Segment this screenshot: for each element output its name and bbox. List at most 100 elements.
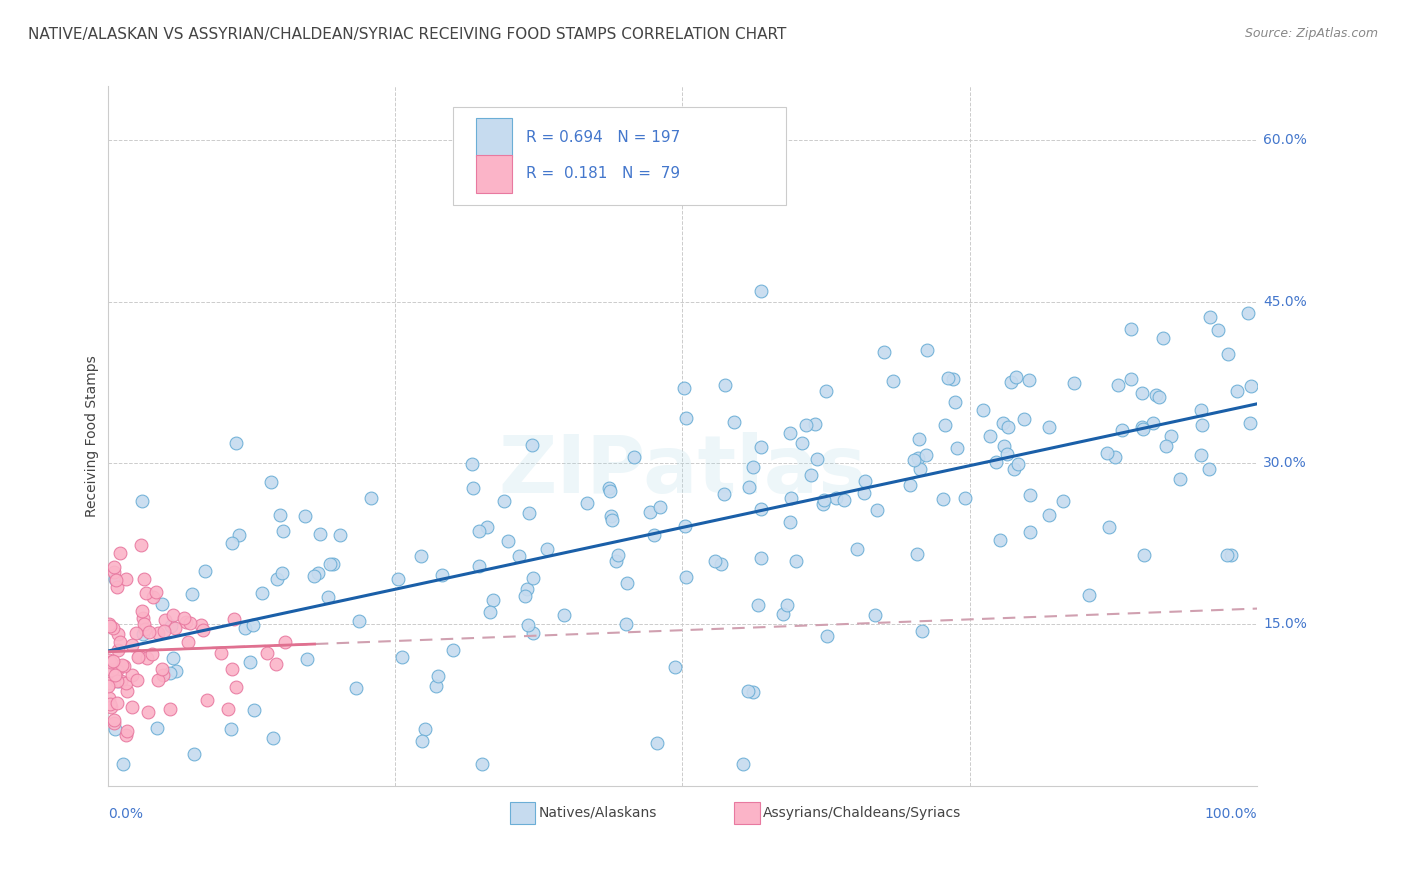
- Point: [872, 345, 894, 359]
- Point: [191, 623, 214, 637]
- Point: [853, 474, 876, 488]
- Point: [599, 484, 621, 499]
- Point: [1007, 457, 1029, 471]
- Point: [1005, 369, 1028, 384]
- Point: [1237, 306, 1260, 320]
- Point: [269, 508, 291, 522]
- Point: [97, 679, 120, 693]
- Point: [1038, 508, 1060, 523]
- Point: [508, 549, 530, 564]
- Point: [1095, 446, 1118, 460]
- Point: [194, 565, 217, 579]
- Point: [1215, 548, 1237, 562]
- Point: [295, 652, 318, 666]
- Point: [98, 656, 121, 670]
- Point: [159, 666, 181, 681]
- Point: [181, 586, 204, 600]
- Point: [104, 572, 127, 586]
- Point: [225, 680, 247, 694]
- Point: [479, 605, 502, 619]
- Point: [112, 757, 135, 772]
- Point: [148, 673, 170, 687]
- Text: R = 0.694   N = 197: R = 0.694 N = 197: [526, 130, 681, 145]
- Point: [804, 417, 827, 431]
- Point: [150, 597, 173, 611]
- Point: [664, 659, 686, 673]
- Text: ZIPatlas: ZIPatlas: [498, 432, 866, 510]
- Point: [905, 547, 928, 561]
- Point: [1239, 416, 1261, 430]
- Point: [146, 721, 169, 735]
- Point: [127, 649, 149, 664]
- Point: [141, 647, 163, 661]
- Point: [219, 723, 242, 737]
- Point: [747, 598, 769, 612]
- Point: [1119, 322, 1142, 336]
- Point: [775, 599, 797, 613]
- Point: [347, 615, 370, 629]
- Point: [1154, 439, 1177, 453]
- Point: [266, 573, 288, 587]
- Point: [159, 702, 181, 716]
- Point: [138, 706, 160, 720]
- Point: [522, 625, 544, 640]
- Text: NATIVE/ALASKAN VS ASSYRIAN/CHALDEAN/SYRIAC RECEIVING FOOD STAMPS CORRELATION CHA: NATIVE/ALASKAN VS ASSYRIAN/CHALDEAN/SYRI…: [28, 27, 786, 42]
- Point: [749, 440, 772, 454]
- Point: [741, 685, 763, 699]
- Point: [115, 572, 138, 586]
- Point: [221, 536, 243, 550]
- Point: [107, 674, 129, 689]
- Point: [145, 584, 167, 599]
- Point: [308, 526, 330, 541]
- Point: [1130, 419, 1153, 434]
- Point: [882, 374, 904, 388]
- Point: [225, 436, 247, 450]
- Point: [779, 515, 801, 529]
- Point: [173, 611, 195, 625]
- Point: [1121, 372, 1143, 386]
- Point: [1018, 525, 1040, 540]
- Point: [1052, 494, 1074, 508]
- Point: [461, 481, 484, 495]
- Text: 60.0%: 60.0%: [1263, 133, 1308, 147]
- Point: [274, 635, 297, 649]
- Point: [242, 703, 264, 717]
- Point: [228, 528, 250, 542]
- Point: [142, 591, 165, 605]
- Point: [1240, 379, 1263, 393]
- Point: [105, 673, 128, 688]
- Point: [270, 566, 292, 580]
- Point: [607, 548, 630, 562]
- Point: [107, 627, 129, 641]
- Point: [242, 618, 264, 632]
- Point: [103, 716, 125, 731]
- Point: [714, 378, 737, 392]
- Point: [411, 734, 433, 748]
- Point: [1063, 376, 1085, 390]
- Point: [936, 371, 959, 385]
- Point: [121, 700, 143, 714]
- Y-axis label: Receiving Food Stamps: Receiving Food Stamps: [86, 355, 100, 516]
- Point: [98, 697, 121, 711]
- Point: [934, 418, 956, 433]
- Point: [1111, 423, 1133, 437]
- Point: [1170, 472, 1192, 486]
- Point: [468, 558, 491, 573]
- Point: [536, 542, 558, 557]
- Point: [222, 611, 245, 625]
- Point: [98, 652, 121, 666]
- Point: [993, 416, 1015, 430]
- Point: [1002, 462, 1025, 476]
- Point: [672, 381, 695, 395]
- Point: [1226, 384, 1249, 398]
- Point: [152, 668, 174, 682]
- Point: [703, 554, 725, 568]
- Point: [1216, 347, 1239, 361]
- Point: [811, 497, 834, 511]
- Point: [426, 669, 449, 683]
- Point: [995, 447, 1018, 461]
- Point: [127, 673, 149, 687]
- Point: [997, 420, 1019, 434]
- Point: [673, 519, 696, 533]
- Point: [329, 527, 352, 541]
